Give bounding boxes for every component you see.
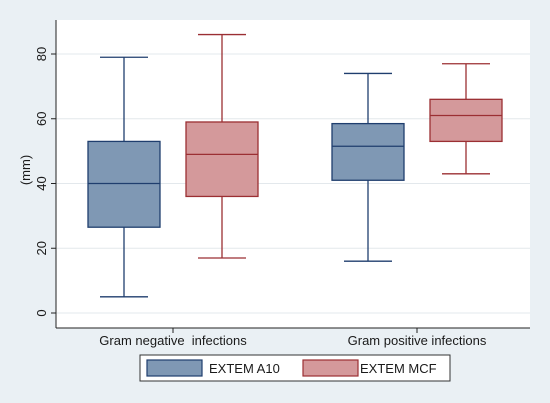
- box-mcf-0: [185, 33, 259, 259]
- y-axis: 0 20 40 60 80: [34, 20, 57, 328]
- box-mcf-1: [429, 63, 503, 175]
- legend-label-1: EXTEM MCF: [360, 361, 437, 376]
- boxes: [87, 33, 503, 298]
- x-axis: [56, 327, 530, 333]
- y-tick-label-20: 20: [34, 241, 49, 255]
- y-tick-label-0: 0: [34, 309, 49, 316]
- y-tick-label-80: 80: [34, 47, 49, 61]
- legend-swatch-1: [302, 359, 359, 377]
- box-body: [331, 122, 405, 181]
- legend: EXTEM A10 EXTEM MCF: [139, 354, 451, 382]
- y-tick-label-40: 40: [34, 176, 49, 190]
- box-body: [185, 121, 259, 198]
- category-label-0: Gram negative infections: [99, 333, 247, 348]
- box-a10-0: [87, 56, 161, 298]
- box-a10-1: [331, 72, 405, 262]
- category-label-1: Gram positive infections: [348, 333, 487, 348]
- legend-swatch-0: [146, 359, 203, 377]
- category-labels: Gram negative infections Gram positive in…: [99, 333, 487, 348]
- y-tick-label-60: 60: [34, 112, 49, 126]
- y-axis-title: (mm): [18, 155, 33, 185]
- legend-label-0: EXTEM A10: [209, 361, 280, 376]
- box-body: [429, 98, 503, 143]
- box-body: [87, 140, 161, 228]
